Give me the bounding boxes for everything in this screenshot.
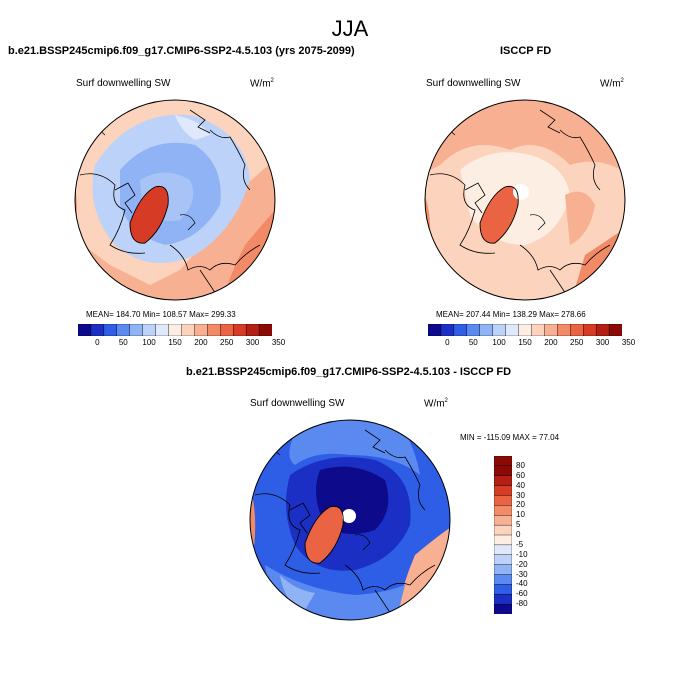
colorbar-tick-label: 50: [468, 338, 478, 347]
colorbar-swatch: [494, 475, 512, 487]
panel1-variable: Surf downwelling SW: [76, 78, 171, 89]
panel1-title: b.e21.BSSP245cmip6.f09_g17.CMIP6-SSP2-4.…: [8, 45, 355, 57]
panel3-variable: Surf downwelling SW: [250, 398, 345, 409]
colorbar-swatch: [494, 574, 512, 585]
colorbar-swatch: [494, 505, 512, 516]
panel3-colorbar: [494, 456, 512, 614]
colorbar-swatch: [194, 324, 208, 336]
colorbar-tick-label: 350: [621, 338, 636, 347]
colorbar-tick-label: -30: [516, 569, 528, 579]
panel1-stats: MEAN= 184.70 Min= 108.57 Max= 299.33: [86, 310, 236, 319]
panel2-map: [424, 99, 626, 301]
panel2-variable: Surf downwelling SW: [426, 78, 521, 89]
colorbar-swatch: [518, 324, 532, 336]
colorbar-swatch: [90, 324, 105, 336]
colorbar-tick-label: 150: [518, 338, 532, 347]
colorbar-swatch: [453, 324, 468, 336]
colorbar-swatch: [466, 324, 481, 336]
colorbar-swatch: [494, 544, 512, 556]
colorbar-tick-label: -80: [516, 599, 528, 609]
colorbar-tick-label: 250: [220, 338, 234, 347]
colorbar-tick-label: 5: [516, 520, 521, 530]
panel1-colorbar-labels: 0 50 100 150 200 250 300 350: [78, 338, 285, 348]
colorbar-swatch: [494, 603, 512, 614]
colorbar-swatch: [544, 324, 558, 336]
colorbar-swatch: [595, 324, 610, 336]
colorbar-swatch: [494, 495, 512, 506]
colorbar-swatch: [494, 524, 512, 536]
panel2-title: ISCCP FD: [500, 45, 552, 57]
colorbar-swatch: [608, 324, 622, 336]
colorbar-tick-label: 50: [118, 338, 128, 347]
colorbar-swatch: [129, 324, 144, 336]
figure-title: JJA: [331, 16, 369, 41]
colorbar-swatch: [245, 324, 260, 336]
colorbar-tick-label: -20: [516, 559, 528, 569]
colorbar-tick-label: 300: [245, 338, 260, 347]
colorbar-swatch: [582, 324, 597, 336]
panel2-colorbar: [428, 324, 622, 336]
colorbar-tick-label: -40: [516, 579, 528, 589]
colorbar-tick-label: 0: [516, 530, 521, 539]
colorbar-swatch: [494, 564, 512, 576]
colorbar-swatch: [494, 554, 512, 566]
colorbar-swatch: [142, 324, 157, 336]
colorbar-swatch: [168, 324, 182, 336]
colorbar-swatch: [232, 324, 247, 336]
panel3-stats: MIN = -115.09 MAX = 77.04: [460, 433, 560, 442]
colorbar-swatch: [181, 324, 195, 336]
colorbar-swatch: [116, 324, 131, 336]
colorbar-tick-label: 0: [445, 338, 450, 347]
panel1-units: W/m2: [250, 78, 274, 90]
colorbar-tick-label: 60: [516, 470, 525, 480]
panel3-units: W/m2: [424, 398, 448, 410]
panel2-stats: MEAN= 207.44 Min= 138.29 Max= 278.66: [436, 310, 586, 319]
colorbar-tick-label: 10: [516, 510, 525, 520]
panel2-units: W/m2: [600, 78, 624, 90]
colorbar-swatch: [207, 324, 221, 336]
colorbar-tick-label: 200: [194, 338, 208, 347]
colorbar-tick-label: 200: [544, 338, 558, 347]
colorbar-swatch: [220, 324, 234, 336]
colorbar-tick-label: 150: [168, 338, 182, 347]
colorbar-swatch: [505, 324, 520, 336]
colorbar-swatch: [103, 324, 118, 336]
colorbar-swatch: [494, 485, 512, 497]
panel3-title: b.e21.BSSP245cmip6.f09_g17.CMIP6-SSP2-4.…: [186, 366, 512, 378]
colorbar-swatch: [479, 324, 494, 336]
colorbar-tick-label: -10: [516, 549, 528, 559]
colorbar-swatch: [78, 324, 92, 336]
panel1-colorbar: [78, 324, 272, 336]
colorbar-swatch: [440, 324, 455, 336]
colorbar-swatch: [258, 324, 272, 336]
colorbar-swatch: [155, 324, 170, 336]
colorbar-swatch: [494, 584, 512, 595]
colorbar-swatch: [531, 324, 545, 336]
colorbar-swatch: [492, 324, 507, 336]
colorbar-tick-label: 250: [570, 338, 584, 347]
colorbar-tick-label: 80: [516, 460, 525, 470]
colorbar-tick-label: 100: [492, 338, 506, 347]
colorbar-swatch: [494, 465, 512, 477]
colorbar-tick-label: -60: [516, 589, 528, 599]
colorbar-tick-label: 100: [142, 338, 156, 347]
colorbar-tick-label: 20: [516, 500, 525, 510]
colorbar-swatch: [494, 515, 512, 526]
colorbar-swatch: [494, 456, 512, 467]
colorbar-tick-label: 40: [516, 480, 525, 490]
colorbar-swatch: [494, 594, 512, 605]
panel3-colorbar-labels: 80 60 40 30 20 10 5 0 -5 -10 -20 -30 -40 -60 -80: [516, 456, 556, 614]
panel1-map: [74, 99, 276, 301]
colorbar-swatch: [557, 324, 571, 336]
panel3-map: [249, 419, 451, 621]
colorbar-tick-label: 300: [595, 338, 610, 347]
colorbar-swatch: [570, 324, 584, 336]
colorbar-tick-label: 0: [95, 338, 100, 347]
panel2-colorbar-labels: 0 50 100 150 200 250 300 350: [428, 338, 635, 348]
colorbar-swatch: [494, 534, 512, 546]
colorbar-tick-label: 30: [516, 490, 525, 500]
colorbar-swatch: [428, 324, 442, 336]
colorbar-tick-label: 350: [271, 338, 286, 347]
colorbar-tick-label: -5: [516, 539, 524, 549]
